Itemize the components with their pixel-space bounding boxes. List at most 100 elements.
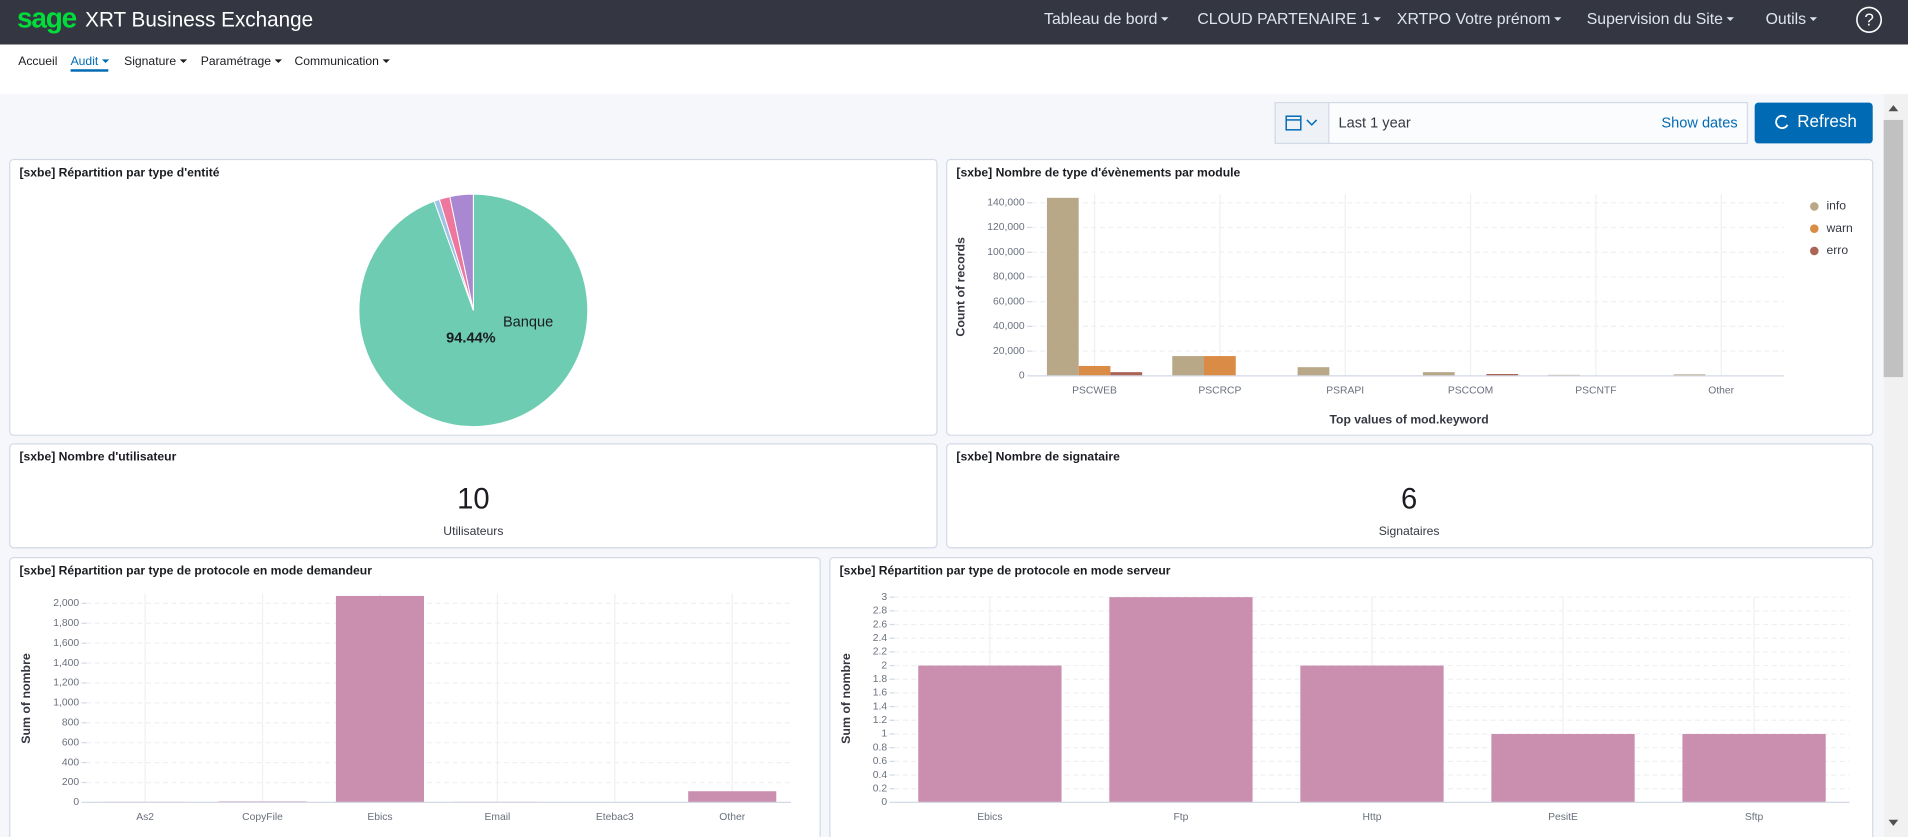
subnav-item-active[interactable]: Audit: [71, 54, 99, 68]
subnav-item[interactable]: Communication: [294, 54, 379, 68]
menu-item[interactable]: CLOUD PARTENAIRE 1: [1197, 11, 1370, 28]
legend-label: info: [1826, 199, 1846, 213]
x-tick-label: Ebics: [977, 812, 1002, 823]
y-tick-label: 2,000: [53, 598, 79, 609]
legend-marker: [1810, 224, 1819, 233]
y-tick-label: 1.8: [873, 674, 888, 685]
y-tick-label: 80,000: [993, 272, 1025, 283]
y-tick-label: 0: [881, 797, 887, 808]
metric-label: Signataires: [1379, 524, 1440, 538]
bar: [688, 791, 776, 802]
y-tick-label: 0.6: [873, 756, 888, 767]
y-tick-label: 600: [62, 737, 79, 748]
chart-title: [sxbe] Répartition par type d'entité: [19, 165, 219, 179]
calendar-button[interactable]: [1275, 103, 1329, 144]
y-tick-label: 20,000: [993, 346, 1025, 357]
x-tick-label: PSCNTF: [1575, 385, 1616, 396]
chart-title: [sxbe] Nombre de type d'évènements par m…: [956, 165, 1240, 179]
y-tick-label: 1,800: [53, 618, 79, 629]
bar: [336, 596, 424, 802]
bar: [1109, 597, 1252, 802]
y-tick-label: 0: [1019, 371, 1025, 382]
legend-label: warn: [1825, 221, 1853, 235]
metric-value: 10: [457, 482, 489, 515]
y-axis-label: Sum of nombre: [839, 653, 853, 744]
bar: [1491, 734, 1634, 802]
x-tick-label: Other: [719, 812, 745, 823]
y-tick-label: 800: [62, 717, 79, 728]
y-tick-label: 0.8: [873, 742, 888, 753]
x-tick-label: Ftp: [1173, 812, 1188, 823]
show-dates[interactable]: Show dates: [1661, 115, 1737, 131]
x-tick-label: Sftp: [1745, 812, 1764, 823]
x-axis-label: Top values of mod.keyword: [1330, 413, 1489, 427]
metric-label: Utilisateurs: [443, 524, 503, 538]
y-tick-label: 1,000: [53, 698, 79, 709]
y-tick-label: 60,000: [993, 296, 1025, 307]
y-tick-label: 2.8: [873, 606, 888, 617]
x-tick-label: Email: [484, 812, 510, 823]
y-tick-label: 2.4: [873, 633, 888, 644]
x-tick-label: Http: [1363, 812, 1382, 823]
legend-marker: [1810, 247, 1819, 256]
metric-value: 6: [1401, 482, 1417, 515]
metric-title: [sxbe] Nombre de signataire: [956, 450, 1120, 464]
menu-item[interactable]: Supervision du Site: [1587, 11, 1723, 28]
y-tick-label: 0: [73, 797, 79, 808]
x-tick-label: Ebics: [367, 812, 392, 823]
x-tick-label: PSCCOM: [1448, 385, 1493, 396]
metric-title: [sxbe] Nombre d'utilisateur: [19, 450, 176, 464]
y-tick-label: 3: [881, 592, 887, 603]
y-tick-label: 1,600: [53, 638, 79, 649]
x-tick-label: PSCWEB: [1072, 385, 1117, 396]
x-tick-label: CopyFile: [242, 812, 283, 823]
slice-label: Banque: [503, 315, 553, 331]
y-axis-label: Count of records: [954, 237, 968, 337]
chart-title: [sxbe] Répartition par type de protocole…: [19, 563, 372, 577]
logo[interactable]: sage: [17, 1, 76, 33]
date-range[interactable]: Last 1 year: [1339, 115, 1411, 131]
y-tick-label: 120,000: [987, 222, 1025, 233]
y-tick-label: 1.4: [873, 701, 888, 712]
y-tick-label: 100,000: [987, 247, 1025, 258]
subnav-item[interactable]: Accueil: [18, 54, 57, 68]
y-tick-label: 2: [881, 660, 887, 671]
bar: [1298, 367, 1330, 376]
scrollbar-thumb[interactable]: [1884, 120, 1903, 377]
bar: [1300, 666, 1443, 803]
app-title: XRT Business Exchange: [85, 8, 313, 31]
bar: [1172, 356, 1204, 376]
x-tick-label: Etebac3: [596, 812, 634, 823]
y-tick-label: 2.6: [873, 619, 888, 630]
y-tick-label: 1,400: [53, 658, 79, 669]
y-tick-label: 1,200: [53, 678, 79, 689]
x-tick-label: Other: [1708, 385, 1734, 396]
bar: [1682, 734, 1825, 802]
legend-marker: [1810, 202, 1819, 211]
y-tick-label: 1.2: [873, 715, 888, 726]
y-tick-label: 1: [881, 729, 887, 740]
refresh-label[interactable]: Refresh: [1797, 111, 1857, 131]
y-tick-label: 400: [62, 757, 79, 768]
y-tick-label: 0.4: [873, 770, 888, 781]
y-tick-label: 140,000: [987, 197, 1025, 208]
subnav-item[interactable]: Signature: [124, 54, 176, 68]
menu-item[interactable]: Outils: [1766, 11, 1806, 28]
legend-label: erro: [1826, 243, 1848, 257]
help-text[interactable]: ?: [1864, 9, 1873, 29]
x-tick-label: PSCRCP: [1198, 385, 1241, 396]
y-axis-label: Sum of nombre: [19, 653, 33, 744]
x-tick-label: PesitE: [1548, 812, 1578, 823]
x-tick-label: PSRAPI: [1326, 385, 1364, 396]
y-tick-label: 1.6: [873, 688, 888, 699]
menu-item[interactable]: XRTPO Votre prénom: [1397, 11, 1550, 28]
chart-title: [sxbe] Répartition par type de protocole…: [840, 563, 1171, 577]
subnav-item[interactable]: Paramétrage: [201, 54, 271, 68]
active-underline: [71, 69, 109, 71]
bar: [1047, 198, 1079, 376]
bar: [1204, 356, 1236, 376]
bar: [1079, 366, 1111, 376]
bar: [918, 666, 1061, 803]
menu-item[interactable]: Tableau de bord: [1044, 11, 1157, 28]
